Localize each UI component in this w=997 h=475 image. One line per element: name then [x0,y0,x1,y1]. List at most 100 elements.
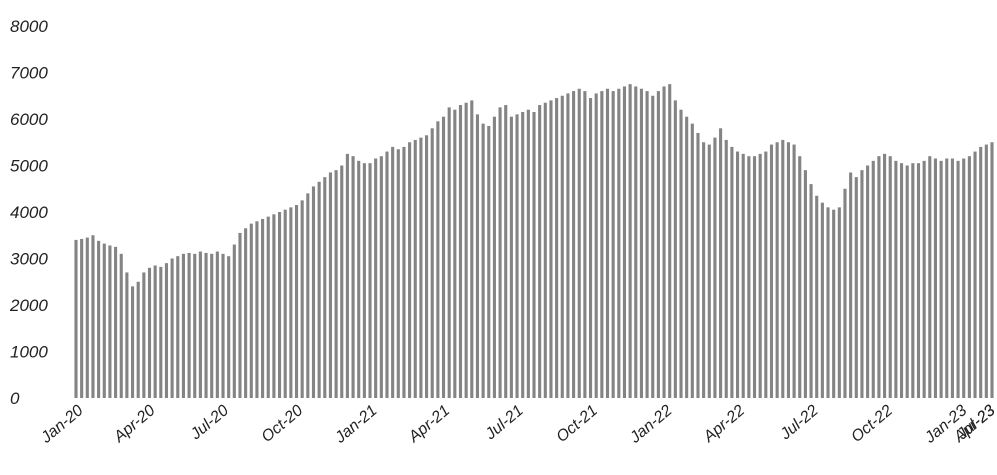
bar [707,144,711,398]
bar [572,91,576,398]
bar [837,207,841,398]
bar [967,156,971,398]
y-tick-label: 4000 [10,203,48,222]
bar [249,223,253,399]
bar [210,253,214,398]
bar [74,239,78,398]
bar [560,95,564,398]
bar [187,252,191,398]
x-tick-label: Oct-22 [848,402,896,446]
bar [102,243,106,398]
y-tick-label: 7000 [10,64,48,83]
x-tick-label: Jul-20 [187,402,232,444]
bar [622,86,627,398]
bar [803,170,807,398]
bar [430,128,434,399]
bar [854,177,858,399]
x-tick-label: Jan-21 [331,402,380,447]
bar [939,160,943,398]
bar [85,237,89,398]
bar [130,286,135,398]
bar [871,160,875,398]
y-axis: 0 1000 2000 3000 4000 5000 6000 7000 8000 [9,17,48,408]
x-tick-label: Jul-22 [777,402,822,444]
bar [899,163,904,398]
bar [204,252,208,398]
bar [736,151,740,398]
bar [945,158,949,398]
bar [950,158,954,398]
x-tick-label: Oct-21 [553,402,601,446]
bar [877,156,881,398]
bar [436,121,440,398]
x-tick-label: Oct-20 [259,402,307,446]
bar [651,95,655,398]
x-tick-label: Jul-21 [482,402,527,444]
bar [278,212,282,398]
bar [487,125,491,398]
bar [391,146,395,398]
bar [441,116,446,399]
bar [956,160,960,398]
bar [752,156,757,398]
bar [611,91,615,398]
bar [345,153,349,399]
bar [668,84,672,399]
bar [933,158,938,398]
bar [594,93,598,399]
bar [266,216,270,398]
bar [153,265,157,398]
bar [702,142,706,398]
bar [679,109,683,398]
bar [843,188,847,398]
bar [894,160,898,398]
x-axis: Jan-20 Apr-20 Jul-20 Oct-20 Jan-21 Apr-21 Jul-… [37,402,997,447]
bar [798,156,802,398]
bar [481,123,485,399]
x-tick-label: Apr-21 [405,402,453,446]
bar [526,109,530,398]
bar [656,91,660,398]
bar [826,207,830,398]
bar [538,105,542,399]
bar [866,165,870,398]
bar [583,91,587,398]
bar [453,109,457,398]
bar [832,209,836,398]
bar [408,142,412,398]
bar [385,151,389,398]
bar [984,144,988,398]
bar [685,116,689,399]
bar [543,102,547,398]
bar [492,116,496,399]
bar [577,88,581,399]
bar [244,228,248,398]
bar [747,156,751,398]
bar [521,112,525,399]
bar [374,158,378,398]
bar [306,193,310,398]
bar [419,137,423,398]
bar [119,253,123,398]
bar [696,132,700,398]
bar [775,142,779,398]
bar [283,209,287,398]
bar [781,139,785,398]
bar [792,144,796,398]
bar [300,200,304,399]
bar [227,256,231,398]
bar [764,151,768,398]
bar [905,165,909,398]
bar [362,163,366,398]
bar [80,238,84,398]
bar [690,123,694,399]
bar [628,84,632,399]
bar [962,158,966,398]
bar [724,139,728,398]
bar [311,186,316,398]
bar [719,128,723,399]
x-tick-label: Jan-22 [626,402,675,447]
bar [108,245,112,398]
bar [605,88,610,399]
bar [860,170,864,398]
